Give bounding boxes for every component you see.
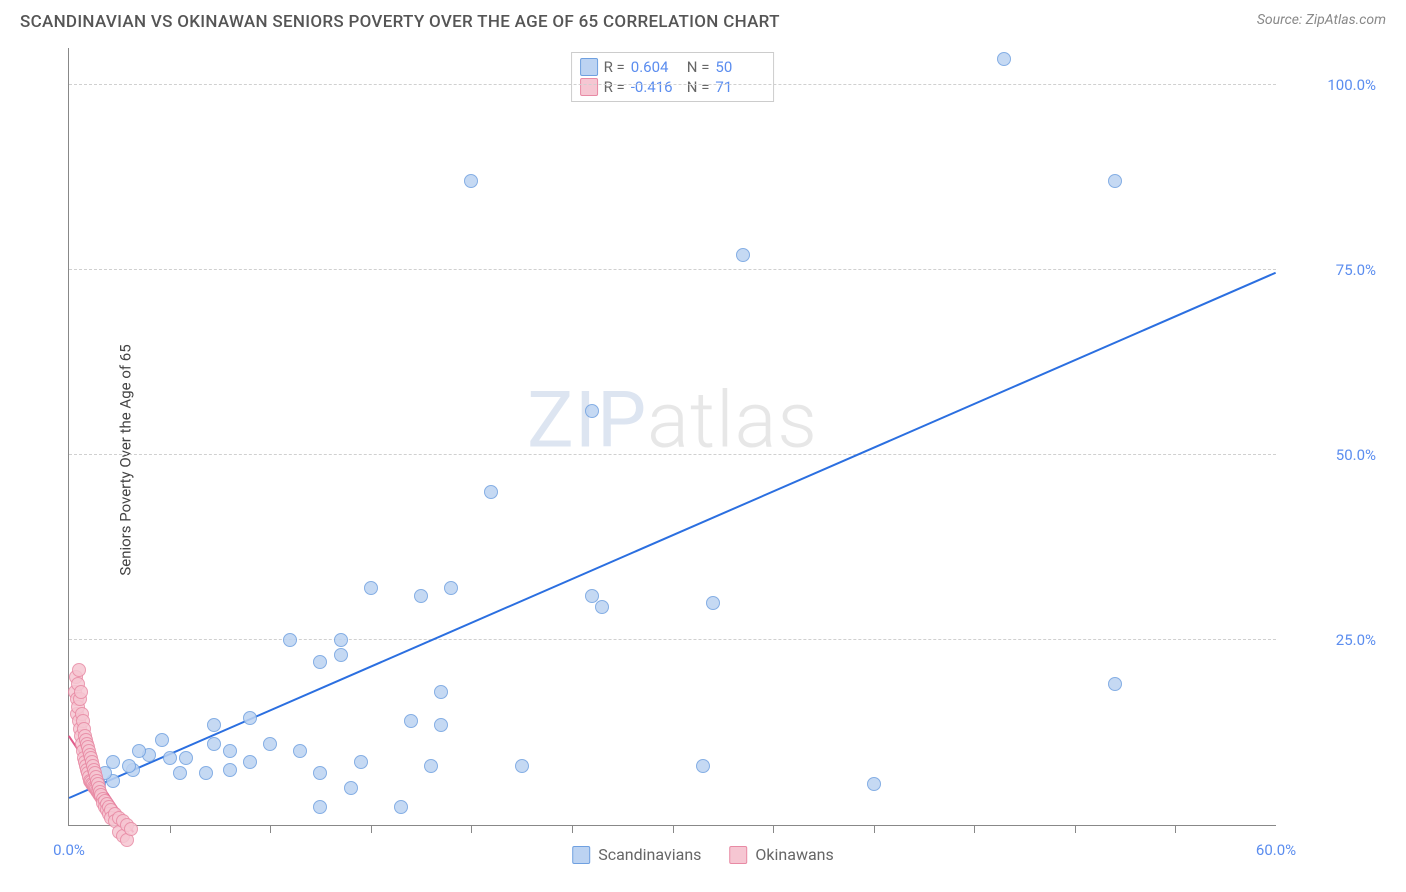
data-point [207,718,221,732]
x-tick-label: 0.0% [53,841,85,859]
stat-n-prefix: N = [687,58,710,76]
data-point [293,744,307,758]
gridline [69,639,1276,640]
y-tick-label: 50.0% [1286,446,1376,464]
data-point [585,404,599,418]
data-point [867,777,881,791]
x-tick [471,825,472,833]
data-point [243,711,257,725]
data-point [424,759,438,773]
x-tick [974,825,975,833]
legend-label: Scandinavians [598,845,701,864]
stat-row: R = 0.604 N = 50 [580,57,766,77]
stat-swatch [580,58,598,76]
data-point [223,763,237,777]
data-point [595,600,609,614]
stat-r-value: 0.604 [631,58,681,76]
x-tick [1075,825,1076,833]
data-point [243,755,257,769]
x-tick [1175,825,1176,833]
data-point [736,248,750,262]
data-point [394,800,408,814]
x-tick [874,825,875,833]
data-point [434,718,448,732]
data-point [163,751,177,765]
data-point [1108,174,1122,188]
chart-area: Seniors Poverty Over the Age of 65 ZIPat… [20,48,1386,872]
stat-box: R = 0.604 N = 50 R = -0.416 N = 71 [571,52,775,102]
stat-n-prefix: N = [687,78,710,96]
y-tick-label: 75.0% [1286,261,1376,279]
data-point [334,633,348,647]
data-point [313,766,327,780]
watermark: ZIPatlas [527,375,818,466]
data-point [313,800,327,814]
x-tick [572,825,573,833]
chart-title: SCANDINAVIAN VS OKINAWAN SENIORS POVERTY… [20,12,780,32]
stat-n-value: 50 [715,58,765,76]
data-point [1108,677,1122,691]
source-prefix: Source: [1257,12,1306,28]
data-point [173,766,187,780]
stat-swatch [580,78,598,96]
data-point [263,737,277,751]
data-point [364,581,378,595]
x-tick [371,825,372,833]
data-point [199,766,213,780]
data-point [696,759,710,773]
data-point [72,663,86,677]
gridline [69,269,1276,270]
data-point [354,755,368,769]
legend-swatch [729,846,747,864]
data-point [74,685,88,699]
data-point [207,737,221,751]
data-point [706,596,720,610]
data-point [124,822,138,836]
data-point [997,52,1011,66]
y-tick-label: 25.0% [1286,631,1376,649]
legend-item: Scandinavians [572,845,701,864]
data-point [132,744,146,758]
legend-item: Okinawans [729,845,833,864]
data-point [434,685,448,699]
x-tick-label: 60.0% [1256,841,1296,859]
data-point [334,648,348,662]
data-point [484,485,498,499]
data-point [515,759,529,773]
stat-n-value: 71 [715,78,765,96]
y-tick-label: 100.0% [1286,76,1376,94]
gridline [69,84,1276,85]
data-point [122,759,136,773]
x-tick [270,825,271,833]
legend: Scandinavians Okinawans [572,845,834,864]
data-point [404,714,418,728]
legend-swatch [572,846,590,864]
plot-region: ZIPatlas R =0.604N =50R =-0.416N =71 25.… [68,48,1276,826]
stat-row: R = -0.416 N = 71 [580,77,766,97]
gridline [69,454,1276,455]
watermark-rest: atlas [647,375,818,466]
data-point [414,589,428,603]
data-point [464,174,478,188]
watermark-lead: ZIP [527,375,647,466]
stat-r-prefix: R = [604,78,625,96]
data-point [444,581,458,595]
data-point [223,744,237,758]
x-tick [170,825,171,833]
data-point [155,733,169,747]
legend-label: Okinawans [755,845,833,864]
data-point [283,633,297,647]
data-point [179,751,193,765]
stat-r-value: -0.416 [631,78,681,96]
data-point [313,655,327,669]
source-name: ZipAtlas.com [1306,12,1386,28]
x-tick [673,825,674,833]
data-point [344,781,358,795]
source-label: Source: ZipAtlas.com [1257,12,1386,28]
stat-r-prefix: R = [604,58,625,76]
x-tick [773,825,774,833]
